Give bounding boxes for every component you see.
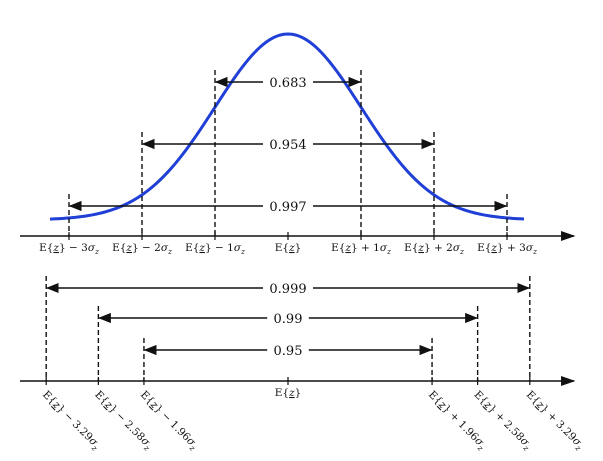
top-tick-label-plus-2: E{z} + 2σz​ [404, 242, 464, 256]
top-interval-prob-1sigma: 0.683 [269, 76, 306, 91]
bottom-tick-label-center: E{z} [275, 387, 302, 399]
bottom-interval-prob-plus-1-96: 0.95 [274, 344, 303, 359]
bottom-probability-intervals: 0.999 0.99 0.95 [45, 282, 531, 359]
normal-density-curve [49, 32, 525, 221]
top-tick-label-minus-1: E{z} − 1σz​ [185, 242, 245, 256]
bottom-interval-prob-plus-2-58-background [267, 312, 309, 327]
top-interval-prob-2sigma: 0.954 [269, 138, 306, 153]
top-interval-prob-3sigma-background [263, 200, 313, 215]
top-probability-intervals: 0.683 0.954 0.997 [68, 76, 508, 215]
bottom-tick-label-minus-3-29: E{z} − 3.29σz​ [39, 389, 103, 453]
bottom-tick-label-plus-3-29: E{z} + 3.29σz​ [522, 389, 586, 453]
top-tick-label-plus-0: E{z} [275, 242, 302, 254]
top-axis-ticks: E{z} − 3σz​ E{z} − 2σz​ E{z} − 1σz​ E{z} E{z… [39, 232, 537, 256]
top-interval-prob-2sigma-background [263, 138, 313, 153]
top-interval-prob-3sigma: 0.997 [269, 200, 306, 215]
top-interval-prob-1sigma-background [263, 76, 313, 91]
bottom-interval-prob-plus-3-29: 0.999 [269, 282, 306, 297]
bottom-axis-ticks: E{z}E{z} − 3.29σz​E{z} − 2.58σz​E{z} − 1… [39, 377, 586, 453]
bottom-interval-prob-plus-3-29-background [263, 282, 313, 297]
top-tick-label-minus-2: E{z} − 2σz​ [112, 242, 172, 256]
top-tick-label-plus-3: E{z} + 3σz​ [477, 242, 537, 256]
bottom-interval-prob-plus-1-96-background [267, 344, 309, 359]
bottom-interval-prob-plus-2-58: 0.99 [274, 312, 303, 327]
top-tick-label-minus-3: E{z} − 3σz​ [39, 242, 99, 256]
top-tick-label-plus-1: E{z} + 1σz​ [331, 242, 391, 256]
